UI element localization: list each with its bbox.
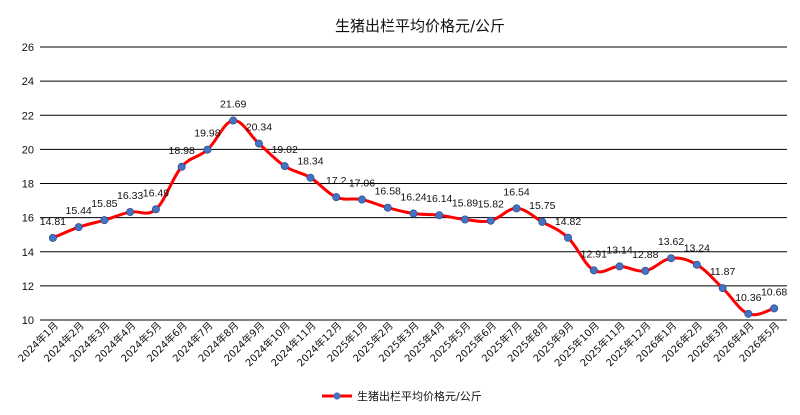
chart-title: 生猪出栏平均价格元/公斤 [335,17,505,35]
y-tick-label: 16 [22,213,34,225]
data-point [461,215,470,224]
data-label: 14.82 [555,216,581,228]
data-point [280,162,289,171]
y-tick-label: 26 [22,42,34,54]
data-point [74,223,83,232]
x-axis-labels: 2024年1月2024年2月2024年3月2024年4月2024年5月2024年… [15,319,782,369]
data-label: 16.58 [375,186,401,198]
data-label: 18.34 [297,156,323,168]
data-label: 10.68 [761,286,787,298]
data-point [357,195,366,204]
data-point [486,216,495,225]
data-label: 13.24 [684,243,710,255]
data-label: 15.89 [452,198,478,210]
data-label: 10.36 [735,292,761,304]
data-point [177,162,186,171]
data-point [641,266,650,275]
data-points [48,116,779,318]
gridlines [40,46,787,321]
data-label: 17.2 [326,175,347,187]
data-point [564,233,573,242]
data-label: 19.02 [272,144,298,156]
data-point [770,304,779,313]
y-tick-label: 20 [22,144,34,156]
data-point [744,309,753,318]
data-point [306,173,315,182]
legend-label: 生猪出栏平均价格元/公斤 [357,389,482,403]
data-label: 15.75 [529,200,555,212]
data-label: 11.87 [710,266,736,278]
y-tick-label: 18 [22,179,34,191]
data-point [718,284,727,293]
data-label: 15.82 [478,199,504,211]
data-point [126,207,135,216]
data-point [538,217,547,226]
data-label: 16.33 [117,190,143,202]
data-point [100,216,109,225]
data-label: 16.14 [426,193,452,205]
y-tick-label: 10 [22,315,34,327]
data-point [151,205,160,214]
data-point [435,211,444,220]
legend-marker-swatch [333,392,341,400]
y-tick-label: 22 [22,110,34,122]
data-label: 12.88 [632,249,658,261]
legend: 生猪出栏平均价格元/公斤 [322,389,482,403]
data-point [667,254,676,263]
data-point [409,209,418,218]
data-point [512,204,521,213]
data-point [254,139,263,148]
data-label: 15.44 [65,205,91,217]
data-label: 13.62 [658,236,684,248]
data-point [48,233,57,242]
data-point [203,145,212,154]
y-tick-label: 14 [22,247,34,259]
data-point [615,262,624,271]
data-point [383,203,392,212]
y-tick-label: 24 [22,76,34,88]
data-label: 18.98 [169,145,195,157]
data-label: 13.14 [606,244,632,256]
data-label: 19.98 [194,128,220,140]
data-point [589,266,598,275]
data-label: 21.69 [220,99,246,111]
y-tick-label: 12 [22,281,34,293]
data-label: 20.34 [246,122,272,134]
data-label: 16.54 [503,186,529,198]
data-label: 16.24 [400,192,426,204]
data-point [229,116,238,125]
data-point [692,260,701,269]
data-point [332,193,341,202]
data-label: 15.85 [91,198,117,210]
data-label: 14.81 [40,216,66,228]
data-label: 16.49 [143,187,169,199]
data-label: 17.06 [349,178,375,190]
data-label: 12.91 [581,248,607,260]
